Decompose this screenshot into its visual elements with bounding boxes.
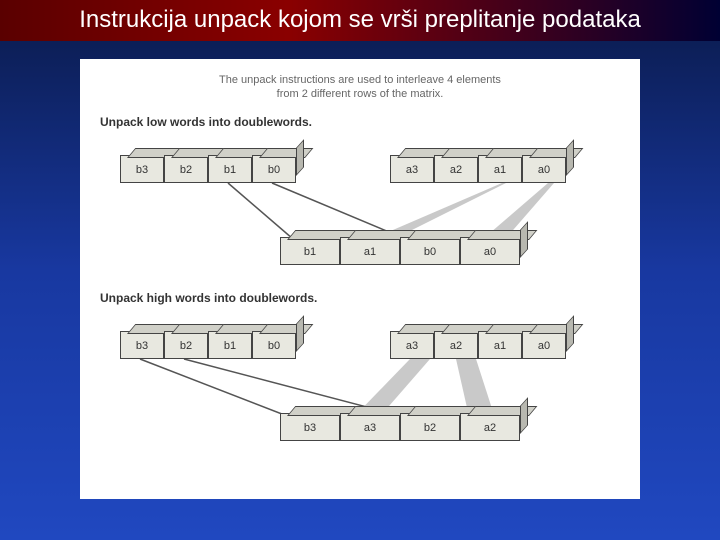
cell-b1-h: b1 bbox=[208, 331, 252, 359]
cell-b2-h: b2 bbox=[164, 331, 208, 359]
cell-a3-h: a3 bbox=[390, 331, 434, 359]
res-h1: a3 bbox=[340, 413, 400, 441]
cell-b0-h: b0 bbox=[252, 331, 296, 359]
cell-a2-h: a2 bbox=[434, 331, 478, 359]
src-a-register-high: a3 a2 a1 a0 bbox=[390, 331, 566, 359]
cell-b3-h: b3 bbox=[120, 331, 164, 359]
cell-b0: b0 bbox=[252, 155, 296, 183]
res-3: a0 bbox=[460, 237, 520, 265]
result-register-low: b1 a1 b0 a0 bbox=[280, 237, 520, 265]
res-h2: b2 bbox=[400, 413, 460, 441]
src-b-register-high: b3 b2 b1 b0 bbox=[120, 331, 296, 359]
src-a-register-low: a3 a2 a1 a0 bbox=[390, 155, 566, 183]
cell-a2: a2 bbox=[434, 155, 478, 183]
cell-a1: a1 bbox=[478, 155, 522, 183]
diagram-caption: The unpack instructions are used to inte… bbox=[100, 73, 620, 102]
section2-label: Unpack high words into doublewords. bbox=[100, 291, 620, 305]
line-b3-high bbox=[140, 359, 300, 421]
cell-a0-h: a0 bbox=[522, 331, 566, 359]
unpack-high-diagram: b3 b2 b1 b0 a3 a2 a1 a0 b3 a3 b2 a2 bbox=[100, 313, 620, 453]
cell-a1-h: a1 bbox=[478, 331, 522, 359]
res-1: a1 bbox=[340, 237, 400, 265]
diagram-panel: The unpack instructions are used to inte… bbox=[80, 59, 640, 499]
cell-b2: b2 bbox=[164, 155, 208, 183]
cell-a0: a0 bbox=[522, 155, 566, 183]
cell-b1: b1 bbox=[208, 155, 252, 183]
unpack-low-diagram: b3 b2 b1 b0 a3 a2 a1 a0 b1 a1 b0 a0 bbox=[100, 137, 620, 277]
cell-a3: a3 bbox=[390, 155, 434, 183]
res-2: b0 bbox=[400, 237, 460, 265]
result-register-high: b3 a3 b2 a2 bbox=[280, 413, 520, 441]
slide-title: Instrukcija unpack kojom se vrši preplit… bbox=[0, 0, 720, 41]
section1-label: Unpack low words into doublewords. bbox=[100, 115, 620, 129]
res-h0: b3 bbox=[280, 413, 340, 441]
res-0: b1 bbox=[280, 237, 340, 265]
cell-b3: b3 bbox=[120, 155, 164, 183]
caption-line-1: The unpack instructions are used to inte… bbox=[219, 74, 501, 86]
src-b-register-low: b3 b2 b1 b0 bbox=[120, 155, 296, 183]
res-h3: a2 bbox=[460, 413, 520, 441]
caption-line-2: from 2 different rows of the matrix. bbox=[277, 88, 444, 100]
